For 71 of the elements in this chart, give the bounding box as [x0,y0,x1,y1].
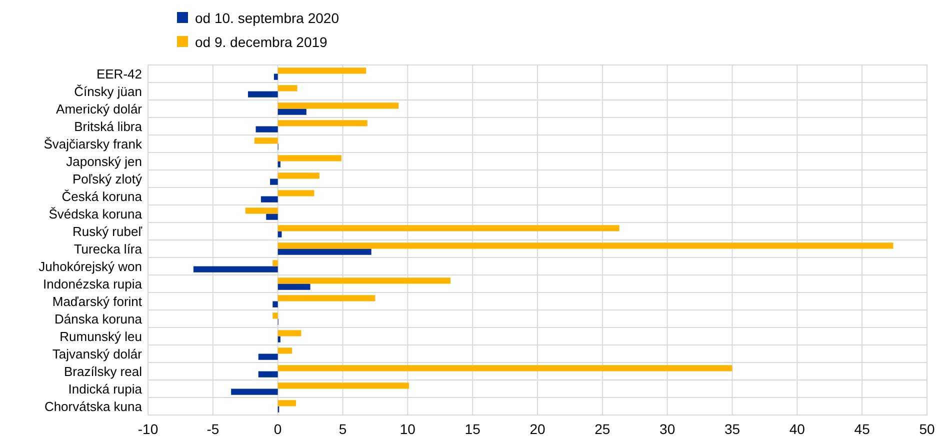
bar [256,126,278,132]
bar [278,382,409,389]
y-tick-label: EER-42 [96,66,142,82]
x-tick-label: 45 [854,421,870,437]
bar [245,208,278,214]
y-tick-label: Juhokórejský won [38,258,142,274]
bar [231,388,278,395]
bar [260,196,278,202]
x-tick-label: 5 [338,421,347,437]
x-tick-label: 30 [660,421,676,437]
bar [278,161,280,168]
bar [278,348,292,354]
x-tick-label: 15 [464,421,481,437]
bar [278,155,342,162]
y-tick-label: Česká koruna [62,188,143,204]
bar [278,120,368,126]
y-tick-label: Ruský rubeľ [72,224,142,239]
y-tick-label: Maďarský forint [52,294,142,309]
x-tick-label: 50 [919,421,935,437]
y-tick-label: Čínsky jüan [74,84,142,99]
bar [278,108,306,115]
legend-label: od 9. decembra 2019 [195,34,328,50]
y-tick-label: Americký dolár [56,101,143,116]
bar [278,102,399,109]
bar [258,354,278,360]
bar [278,336,280,342]
bar [193,266,278,272]
y-tick-label: Britská libra [74,118,143,134]
bar [278,248,372,255]
x-tick-label: -10 [138,421,158,437]
x-tick-label: 0 [274,421,282,437]
x-tick-label: 20 [530,421,546,437]
y-tick-label: Indická rupia [68,381,143,396]
bar [278,284,310,290]
x-tick-label: 35 [724,421,740,437]
bar [272,260,278,266]
y-tick-label: Švajčiarsky frank [44,136,142,152]
bar [258,371,278,378]
bar [278,68,366,74]
x-tick-label: -5 [206,421,220,437]
bar [248,91,278,98]
y-tick-label: Indonézska rupia [42,276,143,292]
bar [278,330,302,336]
x-tick-label: 40 [789,421,806,437]
bar [270,178,278,185]
bar [278,85,298,92]
x-tick-label: 25 [594,421,610,437]
y-tick-label: Rumunský leu [60,328,142,344]
y-tick-label: Švédska koruna [48,206,143,222]
y-tick-label: Poľský zlotý [72,171,142,186]
bar [278,242,894,249]
bar [278,400,296,406]
y-tick-label: Dánska koruna [54,311,143,326]
bar [274,74,278,80]
bar [278,295,376,302]
bar [272,301,278,308]
y-tick-label: Japonský jen [66,154,142,169]
y-tick-label: Chorvátska kuna [44,398,143,414]
bar [278,172,320,179]
bar [278,278,451,284]
y-tick-label: Brazílsky real [64,364,142,379]
bar [254,138,278,144]
bar [266,214,278,220]
legend-label: od 10. septembra 2020 [195,10,340,26]
y-tick-label: Tajvanský dolár [52,346,143,362]
x-tick-label: 10 [400,421,416,437]
bar [272,312,278,319]
bar [278,365,732,372]
y-tick-label: Turecka líra [74,241,143,256]
bar [278,225,620,232]
bar [278,190,314,196]
